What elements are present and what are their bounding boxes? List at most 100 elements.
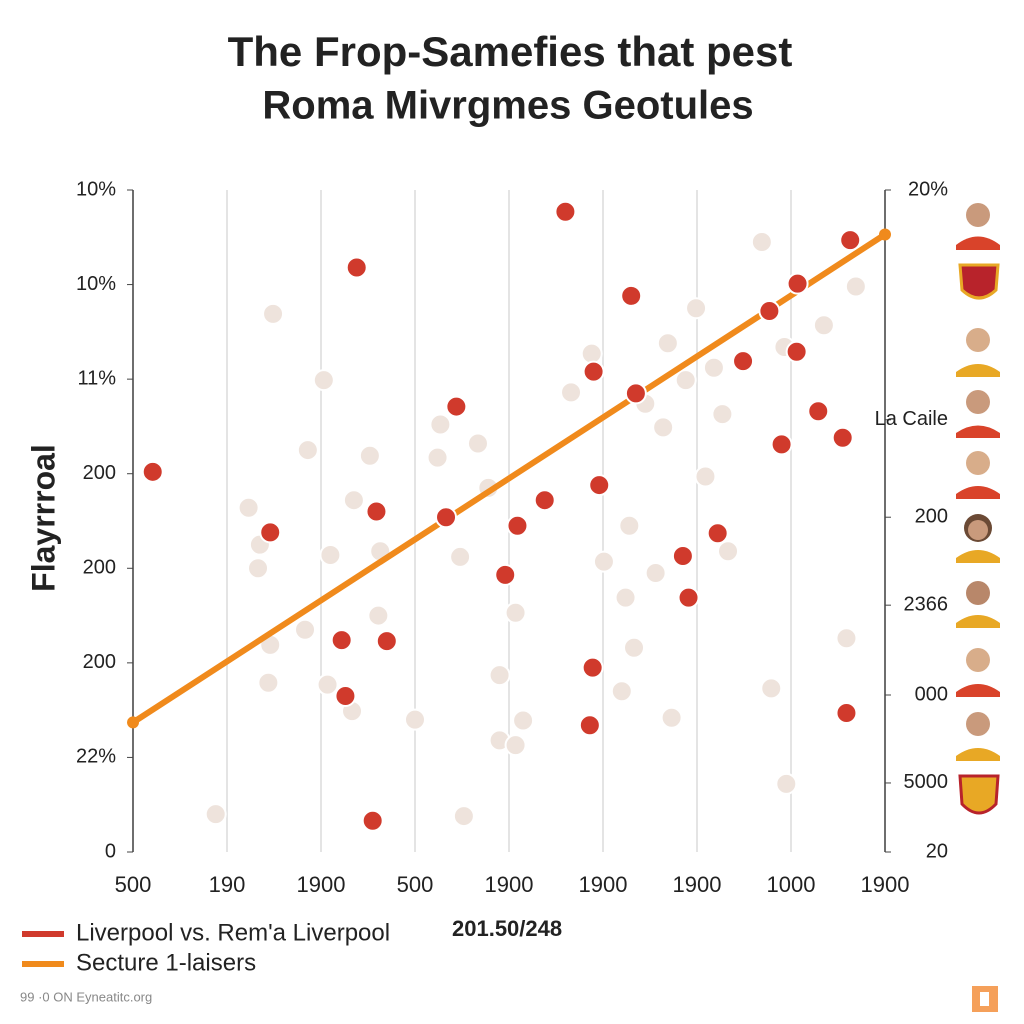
- avatar: [956, 648, 1000, 697]
- point: [750, 231, 773, 254]
- point: [652, 416, 675, 439]
- point: [365, 500, 388, 523]
- x-tick-label: 1900: [297, 872, 346, 897]
- point: [582, 360, 605, 383]
- point: [614, 586, 637, 609]
- point: [624, 382, 647, 405]
- point: [592, 550, 615, 573]
- point: [445, 395, 468, 418]
- point: [334, 684, 357, 707]
- point: [835, 701, 858, 724]
- point: [141, 460, 164, 483]
- point: [404, 708, 426, 731]
- point: [257, 671, 280, 694]
- crest: [958, 263, 1000, 300]
- y2-tick-label: 200: [915, 505, 948, 527]
- y-tick-label: 200: [83, 557, 116, 579]
- y-tick-label: 0: [105, 840, 116, 862]
- point: [319, 544, 342, 567]
- point: [367, 604, 390, 627]
- x-tick-label: 1000: [767, 872, 816, 897]
- point: [488, 664, 511, 687]
- point: [732, 350, 755, 373]
- point: [812, 314, 835, 337]
- point: [294, 618, 317, 641]
- point: [706, 522, 729, 545]
- point: [835, 627, 858, 650]
- x-tick-label: 1900: [579, 872, 628, 897]
- point: [844, 275, 867, 298]
- y-tick-label: 200: [83, 651, 116, 673]
- avatar: [956, 203, 1000, 250]
- point: [758, 300, 781, 323]
- point: [775, 772, 798, 795]
- y-tick-label: 200: [83, 462, 116, 484]
- point: [330, 629, 353, 652]
- avatar: [956, 390, 1000, 438]
- x-tick-label: 190: [209, 872, 246, 897]
- point: [760, 677, 783, 700]
- legend-label: Liverpool vs. Rem'a Liverpool: [76, 919, 390, 946]
- point: [685, 297, 708, 320]
- point: [560, 381, 583, 404]
- point: [702, 356, 725, 379]
- chart-title: The Frop-Samefies that pest: [228, 28, 793, 75]
- avatar: [956, 328, 1000, 377]
- line-end: [127, 716, 139, 729]
- annotation: 201.50/248: [452, 916, 562, 941]
- y2-tick-label: 5000: [904, 771, 949, 793]
- point: [785, 340, 808, 363]
- point: [512, 709, 535, 732]
- line-end: [879, 228, 891, 241]
- point: [807, 400, 830, 423]
- point: [345, 256, 368, 279]
- point: [618, 514, 641, 537]
- point: [620, 284, 643, 307]
- point: [375, 630, 398, 653]
- y2-tick-label: 20: [926, 840, 948, 862]
- point: [259, 521, 282, 544]
- point: [358, 444, 381, 467]
- point: [578, 714, 601, 737]
- point: [504, 601, 527, 624]
- point: [449, 545, 472, 568]
- point: [237, 496, 260, 519]
- avatar: [956, 581, 1000, 628]
- x-tick-label: 1900: [673, 872, 722, 897]
- point: [711, 403, 734, 426]
- y2-tick-label: 000: [915, 683, 948, 705]
- crest: [958, 774, 1000, 815]
- y-tick-label: 10%: [76, 178, 116, 200]
- x-tick-label: 500: [397, 872, 434, 897]
- y-tick-label: 11%: [77, 367, 116, 389]
- y2-tick-label: 2366: [904, 593, 949, 615]
- point: [466, 432, 489, 455]
- point: [839, 229, 862, 252]
- point: [644, 562, 667, 585]
- point: [494, 563, 517, 586]
- point: [610, 680, 633, 703]
- point: [426, 446, 449, 469]
- y-tick-label: 22%: [76, 746, 116, 768]
- point: [429, 413, 452, 436]
- point: [623, 636, 646, 659]
- legend-label: Secture 1-laisers: [76, 949, 256, 976]
- point: [831, 426, 854, 449]
- avatar: [956, 451, 1000, 499]
- point: [262, 302, 285, 325]
- point: [770, 433, 793, 456]
- point: [580, 342, 603, 365]
- point: [581, 656, 604, 679]
- y-tick-label: 10%: [76, 273, 116, 295]
- point: [660, 706, 683, 729]
- x-tick-label: 500: [115, 872, 152, 897]
- point: [786, 272, 809, 295]
- point: [204, 803, 227, 826]
- point: [694, 465, 717, 488]
- point: [342, 489, 365, 512]
- point: [435, 506, 458, 529]
- point: [533, 489, 556, 512]
